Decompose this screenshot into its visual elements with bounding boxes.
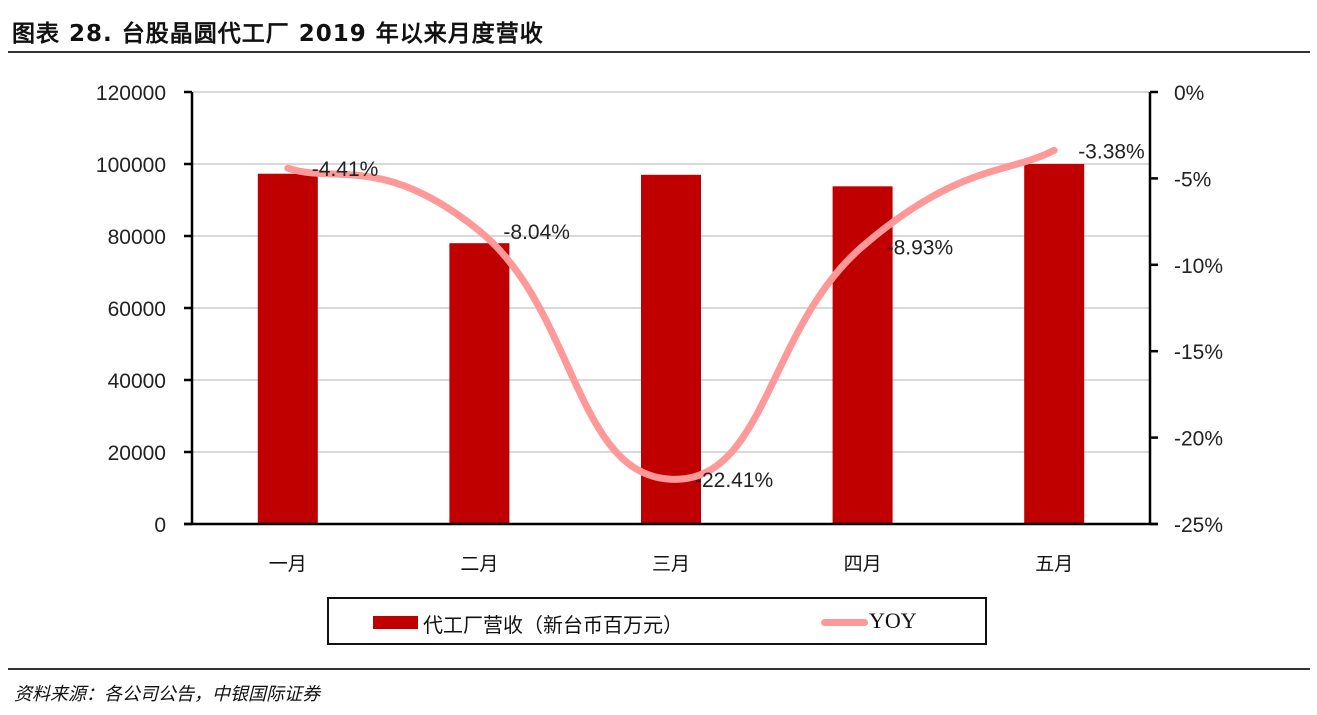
yoy-data-label: -8.04%: [503, 221, 570, 244]
left-tick-labels: 0 20000 40000 60000 80000 100000 120000: [96, 82, 166, 537]
category-label: 一月: [269, 553, 307, 575]
right-tick-label: -20%: [1174, 428, 1223, 451]
bar: [832, 186, 893, 524]
source-note: 资料来源：各公司公告，中银国际证券: [14, 684, 320, 705]
top-rule: [8, 51, 1310, 53]
legend-line-swatch: [821, 619, 868, 626]
yoy-data-label: -8.93%: [887, 236, 954, 259]
bars: [257, 164, 1085, 525]
category-label: 三月: [652, 553, 690, 575]
right-tick-labels: -25% -20% -15% -10% -5% 0%: [1174, 82, 1223, 537]
right-tick-label: -10%: [1174, 255, 1223, 278]
right-tick-label: -15%: [1174, 341, 1223, 364]
right-tick-label: -5%: [1174, 168, 1211, 191]
yoy-data-label: -3.38%: [1078, 140, 1145, 163]
chart-title: 图表 28. 台股晶圆代工厂 2019 年以来月度营收: [12, 21, 544, 47]
yoy-data-label: -22.41%: [695, 469, 773, 492]
left-tick-label: 0: [154, 514, 166, 537]
yoy-data-label: -4.41%: [312, 158, 379, 181]
left-tick-label: 80000: [108, 226, 166, 249]
bar: [257, 173, 318, 524]
left-tick-label: 120000: [96, 82, 166, 105]
legend-label-yoy: YOY: [869, 608, 917, 633]
legend-label-revenue: 代工厂营收（新台币百万元）: [423, 613, 683, 637]
right-tick-label: 0%: [1174, 82, 1204, 105]
left-tick-label: 100000: [96, 154, 166, 177]
data-labels: -4.41% -8.04% -22.41% -8.93% -3.38%: [312, 140, 1145, 492]
left-tick-label: 40000: [108, 370, 166, 393]
axes: [184, 90, 1158, 526]
left-tick-label: 60000: [108, 298, 166, 321]
yoy-line: [284, 146, 1058, 483]
bottom-rule: [8, 668, 1310, 670]
left-tick-label: 20000: [108, 442, 166, 465]
bar: [449, 243, 510, 524]
category-labels: 一月 二月 三月 四月 五月: [269, 553, 1073, 575]
bar: [1024, 164, 1085, 524]
bar: [641, 174, 701, 525]
category-label: 四月: [844, 553, 882, 575]
legend: 代工厂营收（新台币百万元） YOY: [327, 597, 987, 645]
category-label: 二月: [460, 553, 498, 575]
legend-bar-swatch: [373, 616, 418, 629]
category-label: 五月: [1035, 553, 1073, 575]
right-tick-label: -25%: [1174, 514, 1223, 537]
